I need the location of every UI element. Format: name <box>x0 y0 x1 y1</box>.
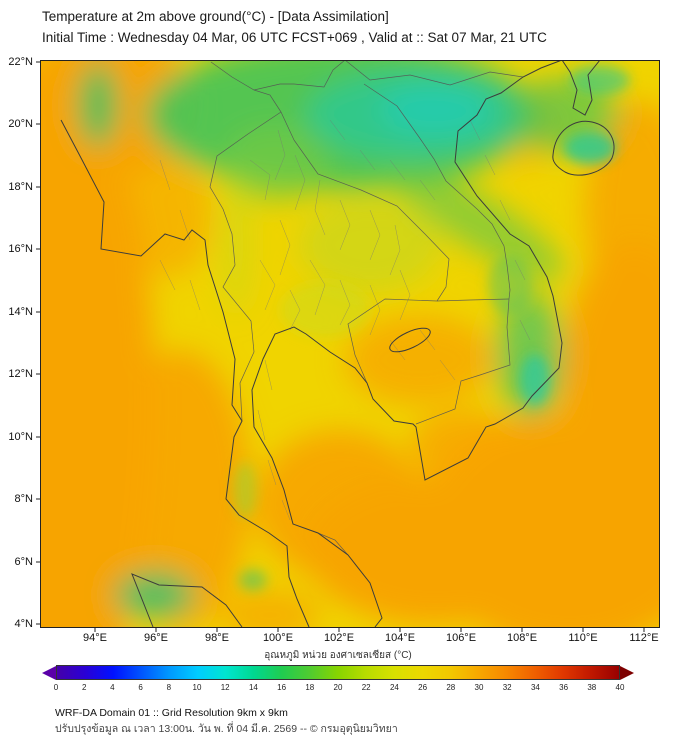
lat-tick-mark <box>36 61 40 63</box>
lat-tick-label: 18°N <box>8 180 33 193</box>
country-border-layer <box>209 60 524 556</box>
map-title: Temperature at 2m above ground(°C) - [Da… <box>42 9 389 24</box>
lon-tick-mark <box>94 628 96 632</box>
province-border-layer <box>159 119 531 521</box>
temperature-map <box>40 60 660 628</box>
lat-tick-mark <box>36 436 40 438</box>
lon-tick-mark <box>399 628 401 632</box>
footer-domain-info: WRF-DA Domain 01 :: Grid Resolution 9km … <box>55 707 288 719</box>
footer-update-info: ปรับปรุงข้อมูล ณ เวลา 13:00น. วัน พ. ที่… <box>55 723 398 736</box>
lon-tick-label: 98°E <box>204 632 229 644</box>
lon-axis: 94°E 96°E 98°E 100°E 102°E 104°E 106°E 108°E 110… <box>40 628 660 646</box>
lat-tick-mark <box>36 561 40 563</box>
lon-tick-mark <box>277 628 279 632</box>
colorbar-tick-label: 2 <box>81 683 87 692</box>
lon-tick-label: 104°E <box>384 632 416 644</box>
colorbar-label: อุณหภูมิ หน่วย องศาเซลเซียส (°C) <box>264 650 412 661</box>
colorbar-tick-label: 28 <box>446 683 456 692</box>
colorbar-ticks: 0 2 4 6 8 10 12 14 16 18 20 22 24 26 28 30 32 34 36 38 40 <box>53 683 625 695</box>
colorbar-tick-label: 14 <box>248 683 258 692</box>
lon-tick-label: 96°E <box>143 632 168 644</box>
lon-tick-mark <box>521 628 523 632</box>
lon-tick-label: 112°E <box>629 632 659 644</box>
colorbar-tick-label: 6 <box>138 683 143 692</box>
colorbar-tick-label: 10 <box>192 683 202 692</box>
lat-tick-label: 20°N <box>8 118 33 131</box>
lat-tick-mark <box>36 248 40 250</box>
colorbar-tick-label: 22 <box>361 683 371 692</box>
lat-tick-label: 22°N <box>8 55 33 68</box>
colorbar-gradient <box>56 665 620 680</box>
lat-tick-mark <box>36 311 40 313</box>
colorbar-tick-label: 20 <box>333 683 343 692</box>
colorbar <box>42 665 634 680</box>
lon-tick-mark <box>460 628 462 632</box>
colorbar-tick-label: 38 <box>587 683 597 692</box>
lon-tick-label: 100°E <box>262 632 294 644</box>
colorbar-tick-label: 12 <box>220 683 230 692</box>
lon-tick-label: 108°E <box>506 632 538 644</box>
colorbar-tick-label: 40 <box>615 683 625 692</box>
colorbar-tick-label: 16 <box>277 683 287 692</box>
plot-area <box>40 60 660 628</box>
colorbar-tick-label: 36 <box>559 683 569 692</box>
coastline-layer <box>60 60 615 628</box>
colorbar-tick-label: 24 <box>389 683 399 692</box>
lat-tick-mark <box>36 373 40 375</box>
lat-tick-label: 14°N <box>8 305 33 318</box>
temperature-field-small-blobs <box>233 65 630 591</box>
lon-tick-label: 110°E <box>568 632 598 644</box>
lat-tick-label: 16°N <box>8 243 33 256</box>
colorbar-tick-label: 18 <box>305 683 315 692</box>
lon-tick-label: 94°E <box>82 632 107 644</box>
lat-tick-mark <box>36 498 40 500</box>
lon-tick-label: 102°E <box>323 632 355 644</box>
colorbar-tick-label: 30 <box>474 683 484 692</box>
colorbar-arrow-right-icon <box>620 665 634 680</box>
lon-tick-mark <box>338 628 340 632</box>
lat-tick-label: 8°N <box>14 493 33 506</box>
colorbar-tick-label: 0 <box>53 683 59 692</box>
footer: WRF-DA Domain 01 :: Grid Resolution 9km … <box>55 705 398 738</box>
colorbar-tick-label: 32 <box>502 683 512 692</box>
map-subtitle: Initial Time : Wednesday 04 Mar, 06 UTC … <box>42 29 547 45</box>
lat-tick-mark <box>36 623 40 625</box>
lat-tick-label: 4°N <box>14 618 33 631</box>
lon-tick-mark <box>155 628 157 632</box>
lat-tick-label: 12°N <box>8 368 33 381</box>
colorbar-tick-label: 4 <box>110 683 115 692</box>
lon-tick-label: 106°E <box>445 632 477 644</box>
lon-tick-mark <box>216 628 218 632</box>
lat-axis: 22°N 20°N 18°N 16°N 14°N 12°N 10°N 8°N 6°N 4°N <box>0 56 40 631</box>
colorbar-tick-label: 26 <box>418 683 428 692</box>
lat-tick-mark <box>36 123 40 125</box>
colorbar-arrow-left-icon <box>42 665 56 680</box>
colorbar-tick-label: 34 <box>530 683 540 692</box>
plot-border <box>40 60 660 628</box>
lat-tick-mark <box>36 186 40 188</box>
lat-tick-label: 10°N <box>8 430 33 443</box>
colorbar-tick-label: 8 <box>166 683 172 692</box>
lat-tick-label: 6°N <box>14 555 33 568</box>
header: Temperature at 2m above ground(°C) - [Da… <box>42 7 547 49</box>
lon-tick-mark <box>643 628 645 632</box>
lon-tick-mark <box>582 628 584 632</box>
